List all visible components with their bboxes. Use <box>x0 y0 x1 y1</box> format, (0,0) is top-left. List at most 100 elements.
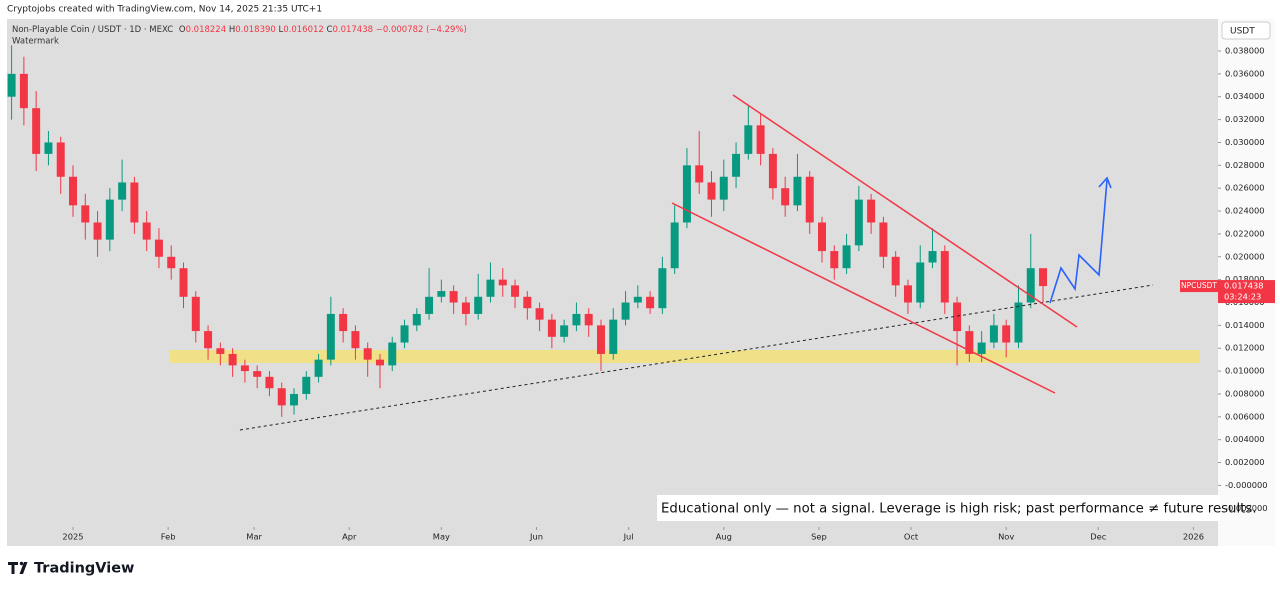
x-tick-label: Nov <box>998 532 1014 542</box>
candle-body <box>854 199 863 246</box>
trend-line <box>239 284 1154 431</box>
plot-area <box>7 45 1200 417</box>
currency[interactable]: USDT <box>1230 27 1255 37</box>
y-tick-label: 0.018000 <box>1225 274 1265 284</box>
candle-body <box>461 302 470 314</box>
y-tick-label: 0.020000 <box>1225 251 1265 261</box>
y-tick-label: 0.010000 <box>1225 366 1265 376</box>
y-tick-label: -0.000000 <box>1225 480 1268 490</box>
x-tick-label: Sep <box>811 532 827 542</box>
candle-body <box>560 325 569 337</box>
candle-body <box>191 296 200 332</box>
currency-box[interactable] <box>1221 21 1271 40</box>
logo-mark <box>19 562 28 574</box>
candle-body <box>228 353 237 366</box>
candle-body <box>240 365 249 372</box>
x-tick-label: Dec <box>1090 532 1106 542</box>
candle-body <box>535 308 544 320</box>
projection-path <box>1049 179 1108 304</box>
candle-body <box>498 279 507 286</box>
candle-body <box>830 251 839 269</box>
y-tick-label: 0.038000 <box>1225 46 1265 56</box>
candle-body <box>375 359 384 366</box>
candle-body <box>695 165 704 183</box>
price-tag-countdown: 03:24:23 <box>1224 292 1261 302</box>
y-tick-label: 0.036000 <box>1225 68 1265 78</box>
candle-body <box>842 245 851 269</box>
y-tick-label: 0.004000 <box>1225 434 1265 444</box>
candle-body <box>437 291 446 297</box>
candle-body <box>412 313 421 326</box>
candle-body <box>793 176 802 206</box>
candle-body <box>167 256 176 269</box>
candle-body <box>584 313 593 326</box>
candle-body <box>940 251 949 303</box>
time-axis-background <box>7 527 1218 546</box>
ohlc-value: 0.018390 <box>235 25 276 35</box>
candle-body <box>179 268 188 297</box>
candle-body <box>253 371 262 377</box>
candle-body <box>400 325 409 343</box>
x-tick-label: Aug <box>716 532 732 542</box>
candle-body <box>474 296 483 314</box>
candle-body <box>142 222 151 240</box>
candle-body <box>449 291 458 303</box>
candle-body <box>216 348 225 354</box>
annotation-box <box>657 495 1220 521</box>
candle-body <box>81 205 90 223</box>
price-tag-box <box>1218 280 1275 304</box>
candle-body <box>425 296 434 314</box>
candle-body <box>69 176 77 206</box>
ohlc-value: 0.017438 <box>332 25 373 35</box>
candle-body <box>916 262 925 303</box>
header-credit: Cryptojobs created with TradingView.com,… <box>7 5 322 15</box>
y-tick-label: 0.012000 <box>1225 343 1265 353</box>
candle-body <box>56 142 65 177</box>
candle-body <box>781 188 790 206</box>
y-tick-label: 0.022000 <box>1225 228 1265 238</box>
ohlc-label: L <box>279 25 284 35</box>
candle-body <box>805 176 814 223</box>
channel-lower <box>671 202 1056 394</box>
candle-body <box>363 348 372 360</box>
candle-body <box>314 359 323 377</box>
y-tick-label: 0.030000 <box>1225 137 1265 147</box>
candle-body <box>19 73 28 109</box>
y-tick-label: 0.032000 <box>1225 114 1265 124</box>
candle-body <box>609 319 618 354</box>
candle-body <box>732 153 741 177</box>
candle-body <box>523 296 532 309</box>
candle-body <box>130 182 139 223</box>
price-tag-value: 0.017438 <box>1224 281 1264 291</box>
candle-body <box>511 285 520 297</box>
candle-body <box>277 388 286 406</box>
candle-body <box>388 342 397 366</box>
x-tick-label: 2026 <box>1183 532 1204 542</box>
x-tick-label: Feb <box>161 532 176 542</box>
annotation: Educational only — not a signal. Leverag… <box>661 502 1257 517</box>
candle-body <box>682 165 691 223</box>
change: −0.000782 (−4.29%) <box>376 25 467 35</box>
plot-background <box>7 19 1218 546</box>
ohlc-label: O <box>179 25 186 35</box>
price-tag-symbol-box <box>1180 280 1218 293</box>
candle-body <box>290 393 299 406</box>
ohlc-value: 0.018224 <box>186 25 227 35</box>
candle-body <box>756 125 765 154</box>
y-tick-label: 0.014000 <box>1225 320 1265 330</box>
candle-body <box>646 296 655 309</box>
x-tick-label: Jun <box>529 532 543 542</box>
ohlc-label: C <box>327 25 333 35</box>
candle-body <box>1002 325 1011 343</box>
candle-body <box>596 325 605 354</box>
candle-body <box>339 313 348 332</box>
ohlc-value: 0.016012 <box>283 25 324 35</box>
x-tick-label: Oct <box>904 532 919 542</box>
x-tick-label: May <box>433 532 450 542</box>
y-tick-label: 0.006000 <box>1225 411 1265 421</box>
candle-body <box>707 182 716 200</box>
candle-body <box>105 199 114 240</box>
candle-body <box>265 376 274 389</box>
